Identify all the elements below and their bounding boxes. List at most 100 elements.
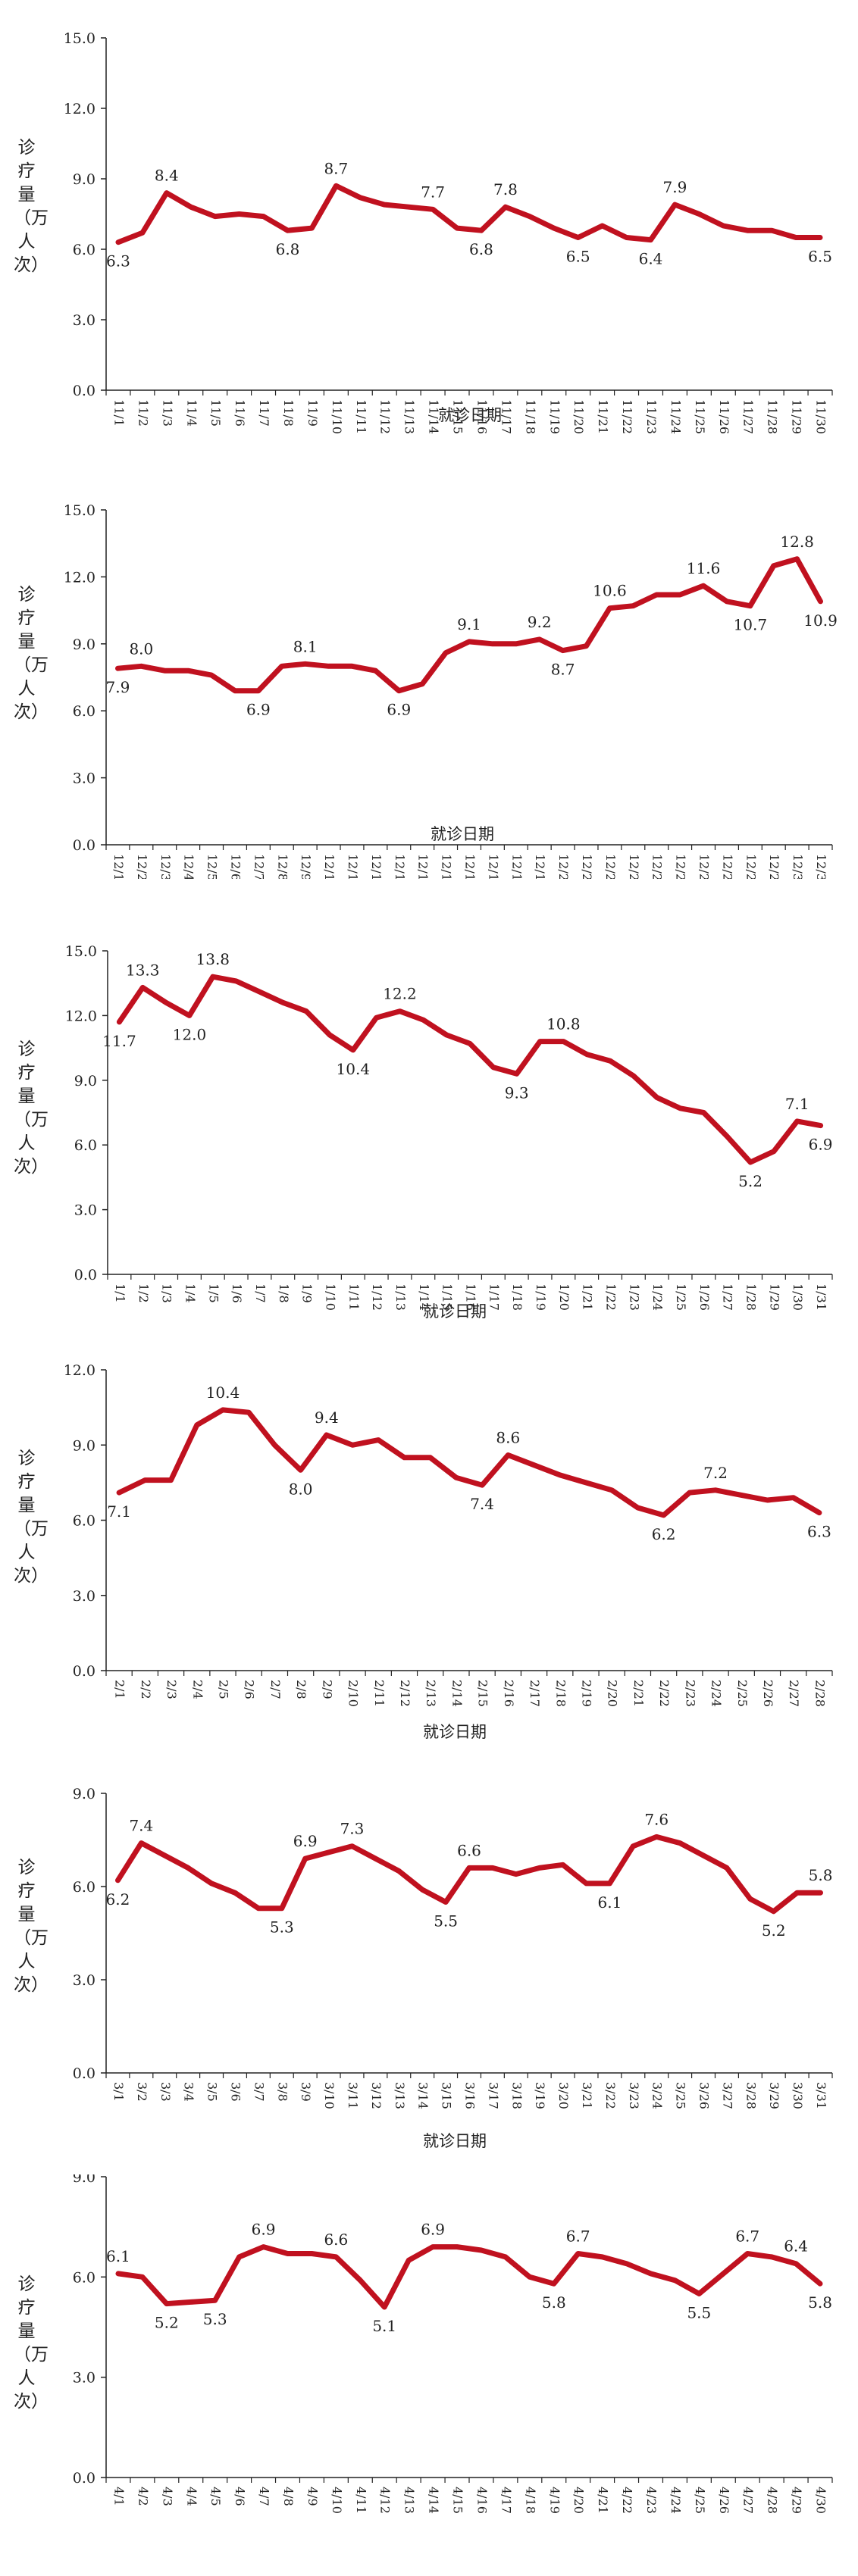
x-tick-label: 1/1 [113, 1283, 127, 1303]
y-tick-label: 6.0 [73, 703, 96, 720]
data-label: 7.3 [340, 1820, 365, 1838]
x-tick-label: 1/15 [440, 1283, 455, 1311]
x-axis-title: 就诊日期 [423, 1302, 487, 1321]
x-tick-label: 11/10 [330, 399, 344, 434]
x-tick-label: 12/7 [252, 854, 266, 879]
x-tick-label: 2/14 [449, 1680, 464, 1707]
x-tick-label: 3/17 [486, 2082, 500, 2109]
x-tick-label: 3/27 [720, 2082, 734, 2109]
x-tick-label: 1/23 [627, 1283, 641, 1311]
x-tick-label: 2/18 [553, 1680, 568, 1707]
x-tick-label: 3/1 [111, 2082, 126, 2102]
data-label: 8.6 [496, 1428, 520, 1446]
y-tick-label: 12.0 [64, 569, 96, 586]
x-tick-label: 2/28 [813, 1680, 827, 1707]
x-tick-label: 4/13 [402, 2487, 417, 2514]
x-tick-label: 4/27 [741, 2487, 756, 2514]
data-label: 10.4 [337, 1060, 371, 1078]
y-tick-label: 12.0 [64, 101, 96, 117]
y-tick-label: 0.0 [74, 1267, 97, 1283]
series-line [115, 556, 823, 694]
x-tick-label: 11/19 [547, 399, 562, 434]
data-label: 7.4 [129, 1817, 153, 1835]
x-tick-label: 11/28 [766, 399, 780, 434]
x-tick-label: 1/10 [323, 1283, 337, 1311]
x-tick-label: 11/25 [693, 399, 707, 434]
x-tick-label: 11/15 [451, 399, 465, 434]
x-tick-label: 2/5 [216, 1680, 230, 1699]
x-tick-label: 12/10 [322, 854, 337, 879]
data-label: 5.8 [808, 2293, 832, 2312]
data-label: 7.7 [421, 183, 445, 201]
x-tick-label: 2/27 [787, 1680, 801, 1707]
x-tick-label: 11/21 [596, 399, 610, 434]
y-tick-label: 3.0 [73, 1972, 96, 1989]
y-tick-label: 3.0 [73, 2370, 96, 2387]
x-tick-label: 1/30 [791, 1283, 805, 1311]
x-tick-label: 3/4 [182, 2082, 196, 2102]
x-tick-label: 3/2 [135, 2082, 149, 2102]
x-tick-label: 12/27 [720, 854, 734, 879]
x-tick-label: 12/3 [158, 854, 173, 879]
y-tick-label: 6.0 [73, 2269, 96, 2286]
x-tick-label: 12/31 [814, 854, 828, 879]
data-label: 5.5 [687, 2303, 711, 2321]
x-tick-label: 1/13 [393, 1283, 408, 1311]
data-label: 6.9 [252, 2221, 276, 2239]
x-tick-label: 4/1 [111, 2487, 126, 2506]
x-tick-label: 1/9 [300, 1283, 315, 1303]
y-tick-label: 15.0 [64, 30, 96, 47]
data-label: 7.1 [785, 1095, 809, 1113]
line-chart-feb: 0.0 3.0 6.0 9.0 12.0 2/1 2/2 2/3 2/4 2/5 2/6 2/7 2/8… [64, 1362, 833, 1707]
data-label: 7.2 [703, 1464, 728, 1482]
x-tick-label: 12/22 [603, 854, 618, 879]
x-tick-label: 2/9 [320, 1680, 334, 1699]
y-tick-label: 9.0 [73, 1437, 96, 1454]
x-tick-label: 11/22 [620, 399, 634, 434]
x-tick-label: 12/4 [182, 854, 196, 879]
x-tick-label: 11/3 [160, 399, 174, 427]
x-tick-label: 11/30 [814, 399, 828, 434]
data-label: 8.7 [551, 661, 575, 679]
x-tick-label: 11/17 [499, 399, 513, 434]
data-label: 6.1 [106, 2247, 130, 2265]
x-tick-label: 2/23 [683, 1680, 697, 1707]
x-tick-label: 12/17 [486, 854, 500, 879]
data-label: 6.3 [106, 252, 130, 270]
x-tick-label: 3/7 [252, 2082, 266, 2102]
x-tick-label: 2/22 [657, 1680, 672, 1707]
x-tick-label: 11/7 [257, 399, 271, 427]
x-tick-label: 4/14 [427, 2487, 441, 2514]
data-label: 5.2 [738, 1172, 762, 1190]
x-tick-label: 1/21 [581, 1283, 595, 1311]
x-tick-label: 2/12 [398, 1680, 412, 1707]
x-tick-label: 4/28 [766, 2487, 780, 2514]
data-label: 6.3 [807, 1523, 831, 1541]
x-tick-label: 12/12 [369, 854, 384, 879]
y-tick-label: 9.0 [73, 636, 96, 653]
x-tick-label: 11/27 [741, 399, 756, 434]
x-tick-label: 1/26 [697, 1283, 712, 1311]
y-axis-title: 诊疗量（万人次） [14, 585, 49, 722]
x-tick-label: 12/25 [674, 854, 688, 879]
x-tick-label: 2/17 [528, 1680, 542, 1707]
x-tick-label: 1/16 [464, 1283, 478, 1311]
x-tick-label: 3/31 [814, 2082, 828, 2109]
line-chart-nov: 0.0 3.0 6.0 9.0 12.0 15.0 11/1 11/2 11/3 11/4 11/5… [64, 30, 833, 434]
y-tick-label: 0.0 [73, 837, 96, 854]
data-label: 5.3 [203, 2310, 227, 2328]
x-tick-label: 2/21 [631, 1680, 646, 1707]
y-tick-label: 0.0 [73, 1663, 96, 1680]
y-axis-title: 诊疗量（万人次） [14, 1858, 49, 1995]
x-tick-label: 3/19 [533, 2082, 547, 2109]
x-tick-label: 12/30 [791, 854, 805, 879]
x-tick-label: 1/14 [417, 1283, 431, 1311]
x-tick-label: 2/13 [424, 1680, 438, 1707]
data-label: 10.6 [593, 582, 627, 600]
x-tick-label: 1/19 [534, 1283, 548, 1311]
x-tick-label: 4/16 [474, 2487, 489, 2514]
x-tick-label: 3/9 [299, 2082, 313, 2102]
x-tick-label: 11/23 [644, 399, 659, 434]
y-tick-label: 0.0 [73, 2470, 96, 2487]
data-label: 8.1 [293, 637, 318, 655]
